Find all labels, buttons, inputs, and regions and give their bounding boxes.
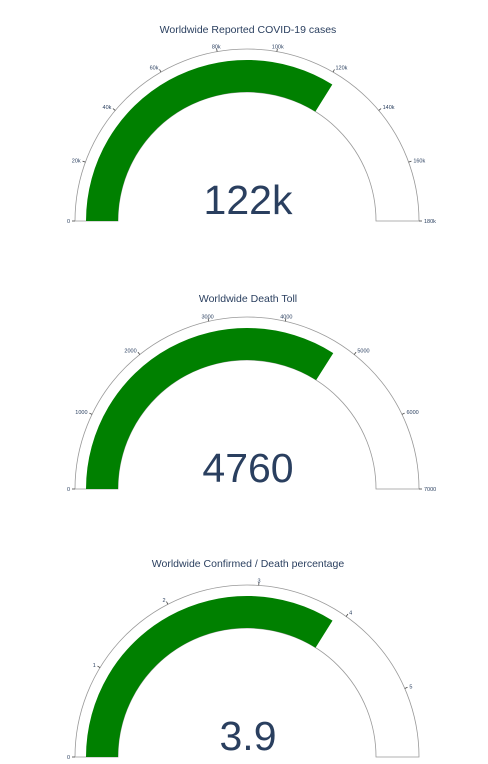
gauge-tick-mark — [404, 686, 408, 689]
gauge-value: 3.9 — [220, 713, 277, 759]
gauge-value-bar — [86, 328, 334, 489]
gauge-tick-label: 100k — [272, 45, 284, 51]
gauge-tick-label: 5 — [409, 684, 412, 690]
gauge-tick-label: 60k — [150, 66, 159, 72]
gauge-value-bar — [86, 596, 333, 757]
gauge-tick-label: 1 — [93, 663, 96, 669]
gauge-tick-label: 5000 — [357, 349, 369, 355]
gauge-tick-label: 0 — [67, 219, 70, 225]
gauge-tick-label: 120k — [336, 66, 348, 72]
gauge-tick-mark — [401, 412, 405, 415]
gauge-tick-mark — [345, 613, 349, 617]
gauge-title: Worldwide Reported COVID-19 cases — [160, 24, 337, 36]
gauge-death-toll: Worldwide Death Toll 0 1000 2000 3000 4000 50… — [67, 293, 436, 493]
gauge-tick-mark — [82, 160, 86, 163]
gauge-tick-mark — [353, 351, 357, 355]
gauge-tick-mark — [408, 160, 412, 163]
gauge-tick-label: 80k — [212, 45, 221, 51]
gauge-value: 122k — [204, 177, 293, 223]
gauge-tick-label: 0 — [67, 487, 70, 493]
gauge-value: 4760 — [202, 445, 293, 491]
gauge-tick-label: 4 — [349, 610, 352, 616]
gauge-outline — [74, 584, 420, 758]
gauge-tick-label: 40k — [103, 105, 112, 111]
gauge-tick-label: 3000 — [201, 314, 213, 320]
gauge-title: Worldwide Confirmed / Death percentage — [152, 558, 345, 570]
gauge-tick-label: 3 — [258, 578, 261, 584]
gauge-tick-mark — [276, 48, 278, 52]
gauge-tick-label: 20k — [72, 158, 81, 164]
gauge-tick-mark — [166, 601, 169, 605]
gauge-covid-cases: Worldwide Reported COVID-19 cases 0 20k 40… — [67, 24, 436, 225]
gauge-death-percentage: Worldwide Confirmed / Death percentage 0… — [67, 558, 420, 761]
gauge-tick-label: 2 — [163, 598, 166, 604]
gauge-tick-mark — [112, 108, 116, 111]
gauge-title: Worldwide Death Toll — [199, 293, 297, 305]
gauge-tick-mark — [207, 318, 210, 322]
gauge-tick-label: 2000 — [124, 349, 136, 355]
gauge-tick-mark — [137, 351, 141, 355]
gauge-tick-label: 7000 — [424, 487, 436, 493]
gauge-tick-mark — [378, 108, 382, 111]
gauge-tick-mark — [89, 412, 93, 415]
gauge-tick-label: 160k — [413, 158, 425, 164]
gauge-tick-label: 6000 — [406, 410, 418, 416]
gauge-tick-mark — [216, 48, 218, 52]
gauge-tick-label: 180k — [424, 219, 436, 225]
gauge-tick-mark — [284, 318, 287, 322]
gauge-tick-label: 1000 — [75, 410, 87, 416]
gauge-outline — [74, 316, 420, 490]
gauge-outline — [74, 48, 420, 222]
gauge-tick-label: 0 — [67, 755, 70, 761]
gauge-tick-label: 4000 — [280, 314, 292, 320]
gauge-tick-mark — [159, 69, 162, 73]
gauge-tick-label: 140k — [383, 105, 395, 111]
gauge-value-bar — [86, 59, 333, 221]
gauge-tick-mark — [97, 665, 101, 668]
gauge-tick-mark — [332, 69, 335, 73]
